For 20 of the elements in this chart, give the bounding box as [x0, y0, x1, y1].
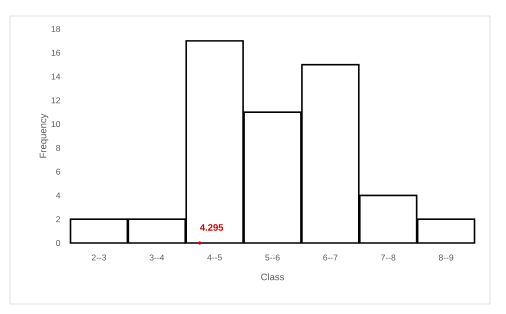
- y-tick-label: 8: [56, 144, 60, 151]
- x-tick-label: 2--3: [92, 254, 106, 261]
- y-tick-label: 16: [52, 50, 60, 56]
- x-axis-title: Class: [261, 273, 284, 280]
- x-tick-label: 5--6: [265, 254, 280, 261]
- y-tick-label: 10: [52, 121, 60, 128]
- y-tick-label: 6: [56, 168, 60, 175]
- annotation: 4.295: [200, 224, 224, 231]
- y-tick-label: 2: [56, 216, 60, 222]
- x-tick-label: 3--4: [150, 254, 164, 261]
- y-tick-label: 14: [52, 74, 60, 80]
- x-tick-label: 7--8: [381, 254, 396, 261]
- x-tick-label: 6--7: [323, 254, 338, 261]
- y-tick-label: 0: [56, 240, 60, 246]
- y-tick-label: 18: [52, 26, 60, 32]
- x-tick-label: 4--5: [207, 254, 222, 260]
- y-axis-title: Frequency: [40, 114, 48, 158]
- x-tick-label: 8--9: [438, 254, 454, 261]
- y-tick-label: 12: [52, 97, 60, 104]
- y-tick-label: 4: [56, 192, 60, 198]
